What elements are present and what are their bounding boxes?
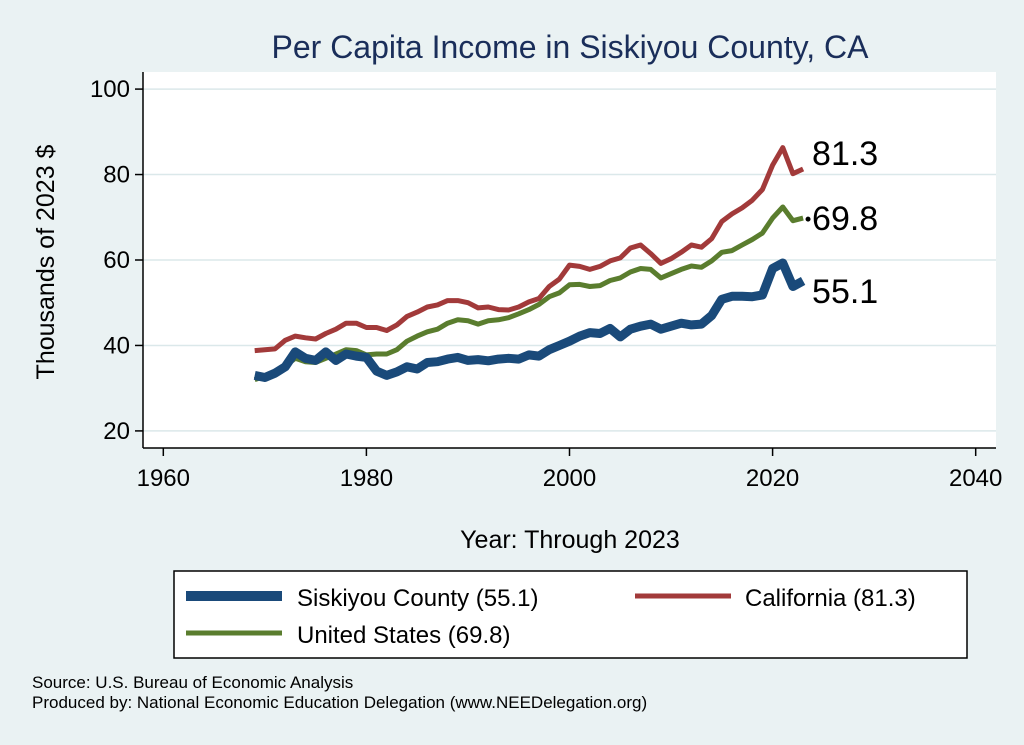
source-note: Source: U.S. Bureau of Economic Analysis: [32, 673, 353, 692]
x-axis-title: Year: Through 2023: [460, 526, 680, 554]
legend: Siskiyou County (55.1) California (81.3)…: [173, 570, 968, 659]
series-line-siskiyou-county: [253, 258, 806, 382]
end-label-siskiyou-county: 55.1: [812, 273, 878, 311]
produced-by-note: Produced by: National Economic Education…: [32, 693, 647, 712]
end-labels: 55.1 81.3 69.8: [805, 135, 878, 311]
series-line-california: [254, 145, 805, 354]
y-tick-label: 40: [103, 332, 130, 359]
x-tick-label: 2040: [949, 465, 1002, 492]
legend-box: [173, 570, 968, 659]
x-ticks: 1960 1980 2000 2020 2040: [137, 448, 1002, 492]
y-tick-label: 60: [103, 247, 130, 274]
legend-label-siskiyou: Siskiyou County (55.1): [297, 585, 538, 612]
chart-title: Per Capita Income in Siskiyou County, CA: [272, 29, 870, 65]
y-ticks: 20 40 60 80 100: [90, 76, 143, 445]
plot-area: 55.1 81.3 69.8: [143, 72, 996, 448]
y-tick-label: 100: [90, 76, 130, 103]
x-tick-label: 2000: [543, 465, 596, 492]
end-label-united-states: 69.8: [812, 200, 878, 238]
x-tick-label: 1960: [137, 465, 190, 492]
y-tick-label: 80: [103, 162, 130, 189]
end-label-california: 81.3: [812, 135, 878, 173]
end-marker-united-states: [805, 216, 811, 222]
x-tick-label: 2020: [746, 465, 799, 492]
legend-label-united-states: United States (69.8): [297, 622, 510, 649]
series-lines: [253, 145, 806, 382]
legend-label-california: California (81.3): [745, 585, 916, 612]
y-tick-label: 20: [103, 418, 130, 445]
x-tick-label: 1980: [340, 465, 393, 492]
y-axis-title: Thousands of 2023 $: [32, 144, 60, 379]
